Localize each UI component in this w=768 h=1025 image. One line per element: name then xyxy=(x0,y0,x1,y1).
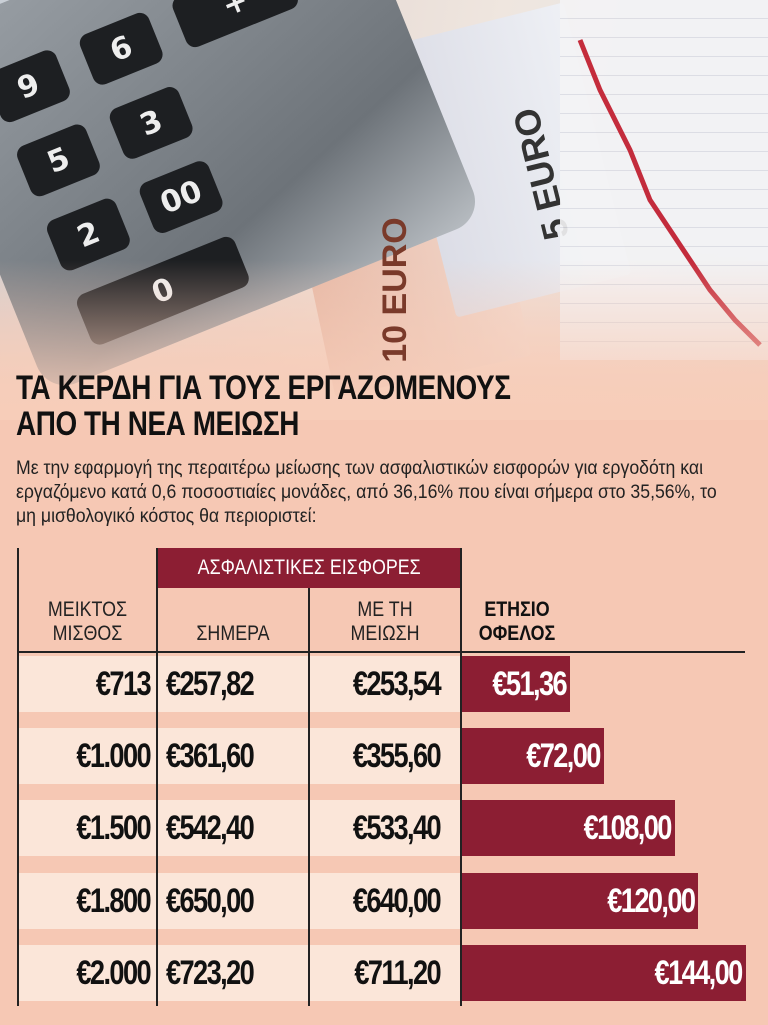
benefit-label: €144,00 xyxy=(654,953,744,992)
table-row xyxy=(19,800,461,856)
header-rule xyxy=(17,651,745,653)
header-reduced: ΜΕ ΤΗ ΜΕΙΩΣΗ xyxy=(321,598,449,646)
header-text: ΜΕΙΚΤΟΣ xyxy=(47,598,128,621)
table-row xyxy=(19,873,461,929)
cell-today: €542,40 xyxy=(166,808,255,847)
header-gross: ΜΕΙΚΤΟΣ ΜΙΣΘΟΣ xyxy=(29,598,145,646)
calculator-key: + xyxy=(169,0,301,51)
table-row xyxy=(19,945,461,1001)
benefit-bar xyxy=(462,945,746,1001)
benefit-label: €108,00 xyxy=(583,808,673,847)
benefit-label: €120,00 xyxy=(607,881,696,920)
cell-gross: €1.000 xyxy=(76,736,151,775)
cell-reduced: €533,40 xyxy=(352,808,442,847)
cell-today: €650,00 xyxy=(166,881,255,920)
calculator-key: 6 xyxy=(76,9,166,88)
photo-fade xyxy=(0,260,768,420)
title-line: ΤΑ ΚΕΡΔΗ ΓΙΑ ΤΟΥΣ ΕΡΓΑΖΟΜΕΝΟΥΣ xyxy=(16,369,511,407)
page-title: ΤΑ ΚΕΡΔΗ ΓΙΑ ΤΟΥΣ ΕΡΓΑΖΟΜΕΝΟΥΣ ΑΠΟ ΤΗ ΝΕ… xyxy=(16,370,511,442)
banknote-label: 10 EURO xyxy=(376,217,414,363)
header-text: ΕΤΗΣΙΟ xyxy=(484,598,550,621)
group-header-label: ΑΣΦΑΛΙΣΤΙΚΕΣ ΕΙΣΦΟΡΕΣ xyxy=(197,556,422,579)
header-text: ΜΙΣΘΟΣ xyxy=(52,622,123,645)
divider xyxy=(17,548,19,1006)
title-line: ΑΠΟ ΤΗ ΝΕΑ ΜΕΙΩΣΗ xyxy=(16,405,300,443)
benefit-label: €51,36 xyxy=(492,664,567,703)
group-header: ΑΣΦΑΛΙΣΤΙΚΕΣ ΕΙΣΦΟΡΕΣ xyxy=(158,548,461,588)
benefit-bar xyxy=(462,873,699,929)
calculator-key: 3 xyxy=(106,84,196,162)
benefit-label: €72,00 xyxy=(526,736,601,775)
calculator-key: 5 xyxy=(14,121,103,200)
header-text: ΜΕΙΩΣΗ xyxy=(350,622,420,645)
cell-reduced: €355,60 xyxy=(352,736,442,775)
cell-gross: €1.500 xyxy=(76,808,151,847)
cell-gross: €2.000 xyxy=(76,953,151,992)
benefit-bar xyxy=(462,800,675,856)
header-text: ΜΕ ΤΗ xyxy=(357,598,413,621)
divider xyxy=(308,588,310,1006)
header-benefit: ΕΤΗΣΙΟ ΟΦΕΛΟΣ xyxy=(479,598,556,646)
cell-reduced: €253,54 xyxy=(352,664,442,703)
benefit-bar xyxy=(462,656,570,712)
cell-gross: €713 xyxy=(95,664,152,703)
intro-text: Με την εφαρμογή της περαιτέρω μείωσης τω… xyxy=(16,458,717,527)
header-today: ΣΗΜΕΡΑ xyxy=(196,622,270,645)
calculator-key: 00 xyxy=(136,158,226,236)
cell-today: €723,20 xyxy=(166,953,255,992)
divider xyxy=(460,548,462,1006)
cell-reduced: €711,20 xyxy=(354,953,441,992)
header-photo: 5 EURO 9 6 + 5 3 2 00 0 10 EURO xyxy=(0,0,768,420)
table-row xyxy=(19,728,461,784)
cell-today: €257,82 xyxy=(166,664,255,703)
cell-today: €361,60 xyxy=(166,736,255,775)
benefit-bar xyxy=(462,728,604,784)
divider xyxy=(156,548,158,1006)
cell-reduced: €640,00 xyxy=(352,881,442,920)
header-text: ΟΦΕΛΟΣ xyxy=(478,622,556,645)
calculator-key: 9 xyxy=(0,47,73,126)
cell-gross: €1.800 xyxy=(76,881,151,920)
table-row xyxy=(19,656,461,712)
